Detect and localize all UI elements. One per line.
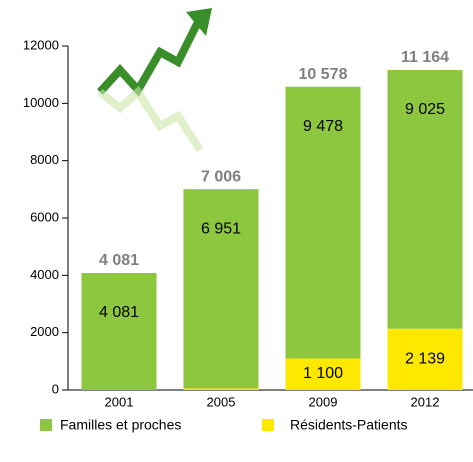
- x-tick-label: 2005: [207, 394, 236, 409]
- x-tick-label: 2009: [309, 394, 338, 409]
- legend-swatch: [262, 419, 274, 431]
- legend-label: Résidents-Patients: [290, 417, 408, 433]
- value-label: 4 081: [99, 304, 139, 321]
- value-label: 1 100: [303, 365, 343, 382]
- y-tick-label: 2000: [30, 324, 59, 339]
- x-tick-label: 2001: [105, 394, 134, 409]
- legend-swatch: [40, 419, 52, 431]
- y-tick-label: 4000: [30, 267, 59, 282]
- y-tick-label: 8000: [30, 152, 59, 167]
- value-label: 2 139: [405, 351, 445, 368]
- value-label: 9 478: [303, 118, 343, 135]
- growth-arrow: [97, 8, 212, 153]
- bar-segment: [387, 328, 463, 390]
- bar-segment: [183, 189, 259, 389]
- y-tick-label: 0: [52, 381, 59, 396]
- value-label: 6 951: [201, 220, 241, 237]
- y-tick-label: 12000: [23, 37, 59, 52]
- bar-segment: [81, 273, 157, 390]
- bar-segment: [387, 69, 463, 329]
- total-label: 10 578: [299, 66, 348, 83]
- x-tick-label: 2012: [411, 394, 440, 409]
- legend-label: Familles et proches: [60, 417, 181, 433]
- total-label: 7 006: [201, 168, 241, 185]
- bar-segment: [183, 388, 259, 390]
- total-label: 11 164: [401, 49, 449, 66]
- y-tick-label: 10000: [23, 95, 59, 110]
- bar-segment: [285, 358, 361, 390]
- y-tick-label: 6000: [30, 209, 59, 224]
- value-label: 9 025: [405, 101, 445, 118]
- bar-segment: [285, 86, 361, 359]
- total-label: 4 081: [99, 252, 139, 269]
